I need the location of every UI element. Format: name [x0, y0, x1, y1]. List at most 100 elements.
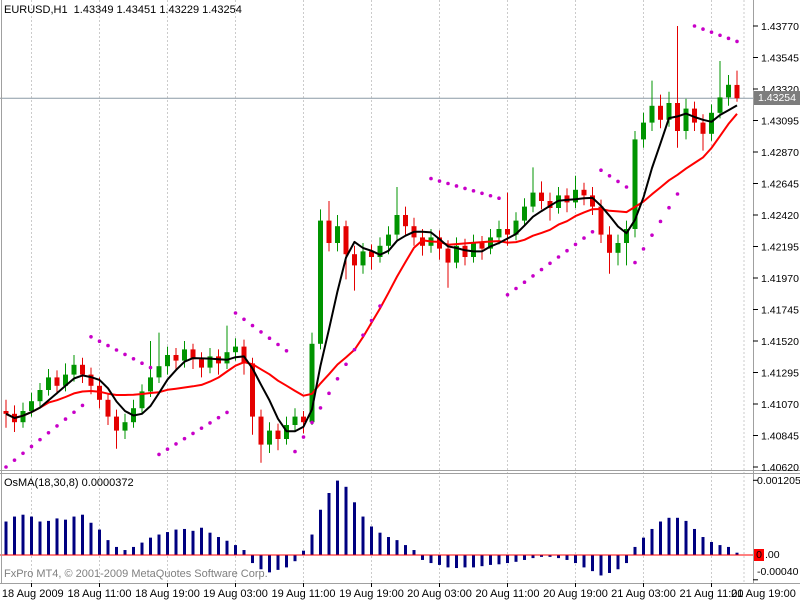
osma-bar — [310, 534, 314, 555]
candle-body — [505, 229, 510, 235]
sar-dot — [4, 465, 8, 469]
time-axis-label: 20 Aug 19:00 — [543, 588, 608, 600]
osma-bar — [404, 545, 407, 555]
price-axis-label: 1.41970 — [761, 273, 799, 285]
sar-dot — [259, 330, 263, 334]
time-axis-label: 18 Aug 11:00 — [67, 588, 131, 600]
osma-bar — [463, 555, 467, 568]
osma-bar — [106, 540, 110, 555]
osma-bar — [616, 555, 620, 570]
osma-bar — [710, 541, 713, 555]
osma-bar — [387, 537, 390, 555]
sar-dot — [641, 247, 646, 251]
osma-bar — [242, 550, 246, 555]
sar-dot — [165, 447, 170, 451]
osma-bar — [531, 555, 535, 559]
sar-dot — [55, 424, 59, 428]
sar-dot — [709, 30, 714, 34]
candle-body — [352, 254, 357, 266]
candle-body — [71, 364, 77, 375]
price-axis-label: 1.43095 — [761, 116, 799, 128]
candle-body — [539, 192, 544, 201]
sar-dot — [250, 323, 255, 328]
time-axis-label: 20 Aug 11:00 — [475, 588, 539, 600]
price-axis-label: 1.41295 — [761, 368, 799, 380]
osma-bar — [55, 518, 59, 555]
candle-body — [29, 401, 34, 411]
candle-body — [139, 391, 145, 409]
sar-dot — [46, 430, 51, 435]
sar-dot — [692, 24, 697, 28]
candle-body — [199, 359, 204, 368]
sar-dot — [658, 219, 663, 224]
sar-dot — [471, 189, 476, 193]
time-axis-label: 21 Aug 19:00 — [731, 588, 796, 600]
sar-dot — [140, 361, 144, 366]
sar-dot — [335, 377, 340, 381]
candle-body — [301, 416, 306, 423]
candle-body — [386, 234, 391, 246]
osma-bar — [217, 537, 220, 555]
sar-dot — [293, 449, 297, 454]
candle-body — [233, 346, 238, 353]
osma-bar — [480, 555, 484, 567]
sar-dot — [80, 403, 85, 408]
price-axis-label: 1.41070 — [761, 399, 799, 411]
price-axis-label: 1.40620 — [761, 462, 799, 474]
candle-body — [343, 226, 349, 255]
osma-bar — [319, 509, 322, 555]
sar-dot — [437, 179, 442, 183]
osma-bar — [38, 521, 42, 555]
osma-bar — [667, 517, 671, 555]
candle-body — [326, 220, 332, 243]
copyright-text: FxPro MT4, © 2001-2009 MetaQuotes Softwa… — [4, 568, 268, 580]
sar-dot — [616, 179, 620, 184]
osma-bar — [438, 555, 441, 565]
candle-body — [445, 248, 451, 263]
sar-dot — [352, 347, 357, 352]
osma-bar — [735, 552, 739, 555]
sar-dot — [157, 452, 161, 457]
candle-body — [165, 355, 170, 367]
osma-bar — [642, 537, 645, 555]
sar-dot — [344, 362, 348, 367]
osma-bar — [676, 517, 679, 555]
osma-bar — [166, 532, 169, 555]
candle-body — [471, 243, 476, 257]
candle-body — [624, 229, 629, 243]
candle-body — [258, 416, 264, 445]
candle-body — [437, 237, 442, 249]
price-axis-label: 1.41520 — [761, 336, 799, 348]
sar-dot — [607, 174, 612, 178]
sar-dot — [718, 33, 722, 38]
osma-bar — [412, 550, 416, 555]
osma-bar — [506, 555, 509, 564]
candle-body — [726, 84, 731, 98]
sar-dot — [361, 333, 365, 337]
osma-bar — [30, 516, 33, 555]
sar-dot — [726, 36, 731, 41]
sar-dot — [106, 343, 110, 348]
osma-bar — [421, 555, 424, 560]
price-axis-label: 1.42870 — [761, 147, 799, 159]
osma-zero-marker: 0 — [754, 549, 764, 561]
candle-body — [292, 416, 298, 425]
candle-body — [488, 237, 493, 249]
sar-dot — [225, 410, 229, 415]
osma-bar — [497, 555, 501, 565]
time-axis-label: 18 Aug 19:00 — [135, 588, 200, 600]
sar-dot — [148, 365, 153, 370]
candle-body — [88, 374, 94, 386]
osma-bar — [599, 555, 603, 576]
osma-indicator-label: OsMA(18,30,8) 0.0000372 — [4, 477, 134, 489]
sar-dot — [582, 236, 586, 240]
candle-body — [709, 112, 714, 134]
sar-dot — [242, 317, 246, 322]
sar-dot — [701, 27, 705, 31]
candle-body — [37, 390, 43, 402]
price-axis-label: 1.42645 — [761, 179, 799, 191]
sar-dot — [114, 348, 119, 352]
osma-bar — [718, 545, 722, 555]
candle-body — [607, 234, 612, 253]
